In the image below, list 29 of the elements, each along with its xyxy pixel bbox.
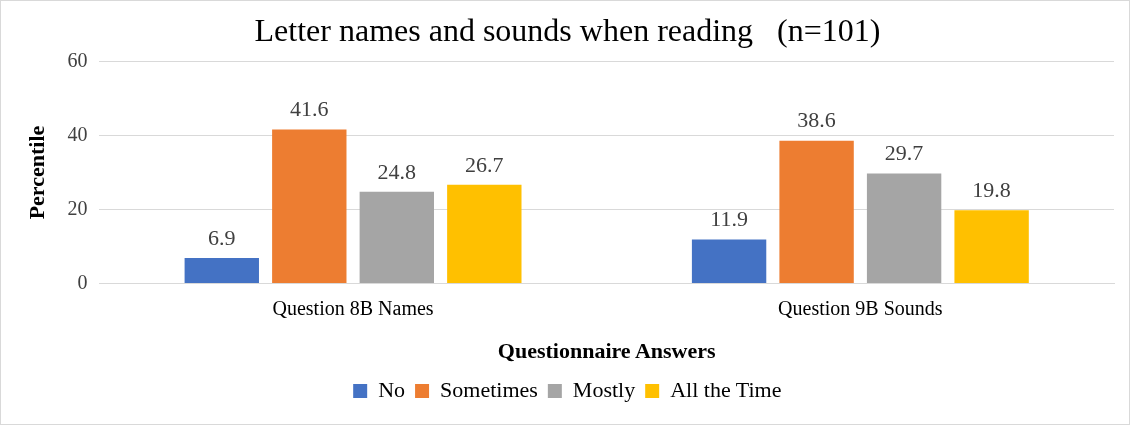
y-tick-label: 0 <box>77 270 88 293</box>
y-tick-label: 40 <box>67 122 88 145</box>
legend-label: Sometimes <box>440 376 538 402</box>
bar <box>954 210 1029 284</box>
data-label: 41.6 <box>290 96 329 122</box>
data-label: 11.9 <box>710 206 748 232</box>
legend-label: All the Time <box>670 376 782 402</box>
bar <box>272 129 347 284</box>
data-label: 38.6 <box>797 107 836 133</box>
bar <box>359 191 434 284</box>
y-axis-title: Percentile <box>23 125 49 220</box>
legend-label: No <box>378 376 406 402</box>
legend-label: Mostly <box>572 376 636 402</box>
x-tick-label: Question 9B Sounds <box>778 296 943 319</box>
bar <box>691 239 767 284</box>
x-tick-label: Question 8B Names <box>272 296 434 319</box>
bar <box>184 258 259 284</box>
bar <box>779 140 854 284</box>
y-tick-label: 60 <box>67 48 88 71</box>
y-tick-label: 20 <box>67 196 88 219</box>
x-axis-title: Questionnaire Answers <box>497 338 717 364</box>
data-label: 6.9 <box>208 224 236 250</box>
chart-title: Letter names and sounds when reading (n=101) <box>254 11 881 48</box>
data-label: 29.7 <box>884 140 924 166</box>
data-label: 26.7 <box>465 151 504 177</box>
bar <box>866 173 942 284</box>
data-label: 19.8 <box>972 177 1011 203</box>
bar <box>447 184 522 284</box>
data-label: 24.8 <box>377 158 417 184</box>
